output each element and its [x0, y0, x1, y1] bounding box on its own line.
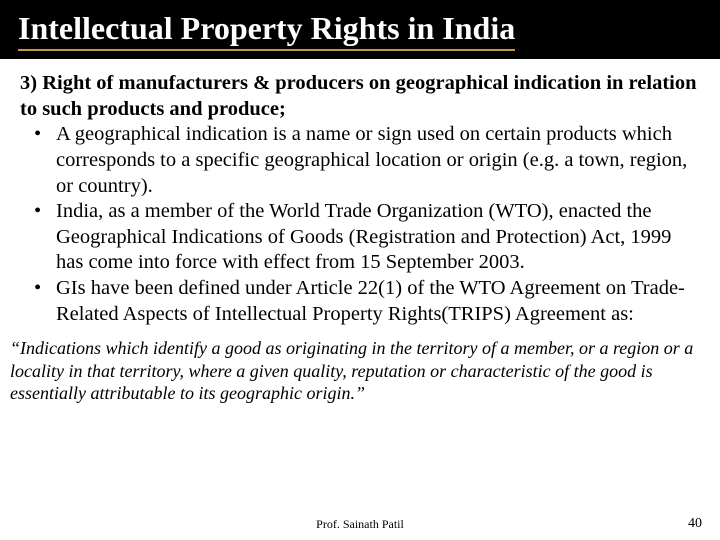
list-item: India, as a member of the World Trade Or… [20, 199, 700, 276]
quote-text: “Indications which identify a good as or… [0, 327, 720, 405]
list-item: GIs have been defined under Article 22(1… [20, 276, 700, 327]
page-number: 40 [688, 516, 702, 532]
list-item: A geographical indication is a name or s… [20, 122, 700, 199]
bullet-list: A geographical indication is a name or s… [20, 122, 700, 327]
slide-title: Intellectual Property Rights in India [18, 10, 515, 51]
title-bar: Intellectual Property Rights in India [0, 0, 720, 59]
content-area: 3) Right of manufacturers & producers on… [0, 59, 720, 327]
footer-author: Prof. Sainath Patil [316, 517, 404, 532]
intro-text: 3) Right of manufacturers & producers on… [20, 71, 700, 122]
